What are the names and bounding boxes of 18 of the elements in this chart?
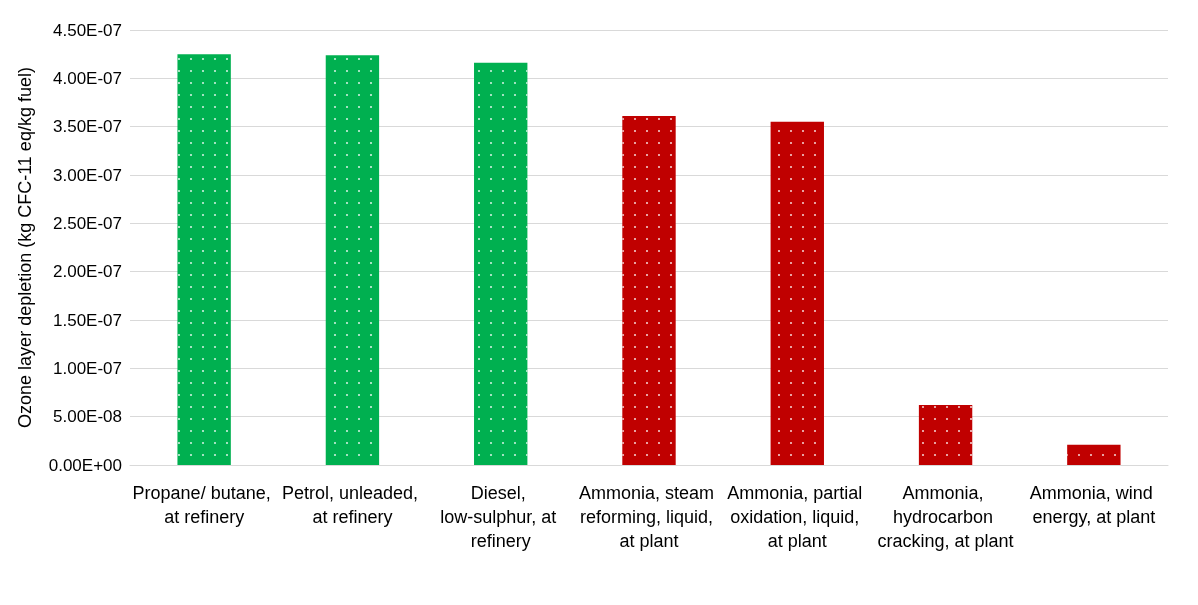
y-tick-label: 1.50E-07: [53, 310, 122, 330]
y-tick-label: 2.50E-07: [53, 213, 122, 233]
x-tick-label: Propane/ butane, at refinery: [132, 483, 276, 527]
y-axis-title: Ozone layer depletion (kg CFC-11 eq/kg fuel): [15, 67, 35, 428]
y-tick-label: 0.00E+00: [48, 455, 122, 475]
y-tick-label: 5.00E-08: [53, 407, 122, 427]
x-tick-label: Ammonia, partial oxidation, liquid, at plant: [727, 483, 868, 551]
x-tick-label: Petrol, unleaded, at refinery: [281, 483, 423, 527]
y-tick-label: 1.00E-07: [53, 358, 122, 378]
x-tick-label: Diesel, low-sulphur, at refinery: [440, 483, 562, 551]
y-tick-label: 3.50E-07: [53, 117, 122, 137]
y-tick-label: 3.00E-07: [53, 165, 122, 185]
y-tick-label: 4.50E-07: [53, 20, 122, 40]
x-tick-label: Ammonia, hydrocarbon cracking, at plant: [877, 483, 1014, 551]
x-tick-label: Ammonia, wind energy, at plant: [1029, 483, 1158, 527]
x-tick-label: Ammonia, steam reforming, liquid, at plant: [578, 483, 720, 551]
y-tick-label: 2.00E-07: [53, 262, 122, 282]
y-tick-label: 4.00E-07: [53, 68, 122, 88]
